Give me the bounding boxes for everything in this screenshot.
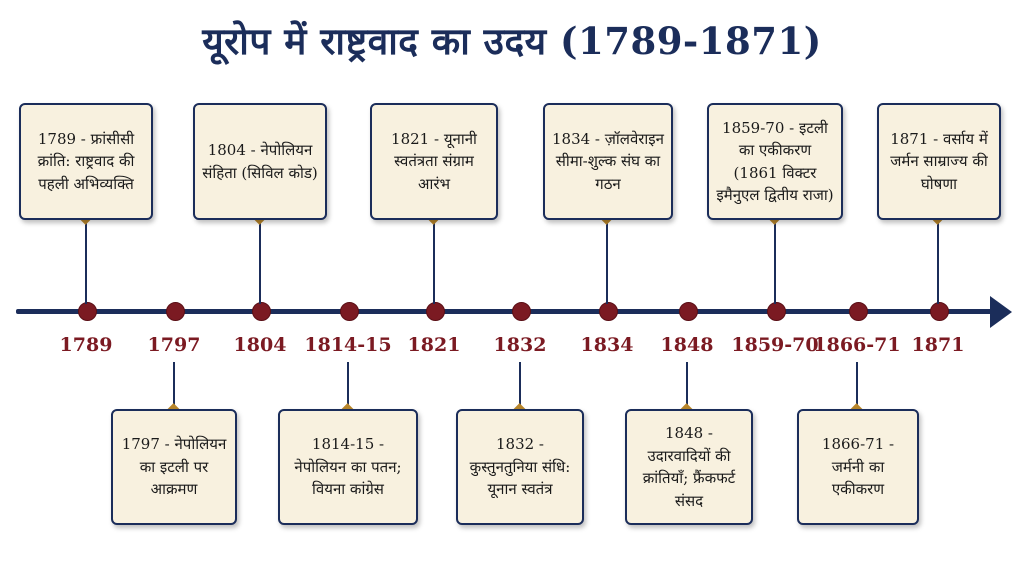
event-box-1832: 1832 - कुस्तुनतुनिया संधि: यूनान स्वतंत्… [456, 409, 584, 525]
event-box-1859-70: 1859-70 - इटली का एकीकरण (1861 विक्टर इम… [707, 103, 843, 220]
year-label-1789: 1789 [59, 334, 113, 356]
timeline-dot-1789 [77, 302, 97, 321]
year-label-1866-71: 1866-71 [813, 334, 901, 356]
event-box-1797: 1797 - नेपोलियन का इटली पर आक्रमण [111, 409, 237, 525]
timeline-axis [16, 309, 996, 314]
timeline-dot-1797 [165, 302, 185, 321]
timeline-dot-1821 [425, 302, 445, 321]
connector-top [774, 218, 776, 304]
year-label-1859-70: 1859-70 [731, 334, 819, 356]
connector-bottom [519, 362, 521, 410]
timeline-dot-1804 [251, 302, 271, 321]
year-label-1821: 1821 [407, 334, 461, 356]
timeline-dot-1866-71 [848, 302, 868, 321]
timeline-arrow-icon [990, 296, 1012, 328]
connector-top [433, 218, 435, 304]
year-label-1814-15: 1814-15 [304, 334, 392, 356]
event-box-1866-71: 1866-71 - जर्मनी का एकीकरण [797, 409, 919, 525]
event-box-1848: 1848 - उदारवादियों की क्रांतियाँ; फ्रैंक… [625, 409, 753, 525]
event-box-1814-15: 1814-15 - नेपोलियन का पतन; वियना कांग्रे… [278, 409, 418, 525]
year-label-1834: 1834 [580, 334, 634, 356]
event-box-1789: 1789 - फ्रांसीसी क्रांति: राष्ट्रवाद की … [19, 103, 153, 220]
timeline-dot-1848 [678, 302, 698, 321]
event-box-1804: 1804 - नेपोलियन संहिता (सिविल कोड) [193, 103, 327, 220]
year-label-1832: 1832 [493, 334, 547, 356]
event-box-1834: 1834 - ज़ॉलवेराइन सीमा-शुल्क संघ का गठन [543, 103, 673, 220]
connector-bottom [686, 362, 688, 410]
page-title: यूरोप में राष्ट्रवाद का उदय (1789-1871) [202, 19, 822, 63]
connector-top [937, 218, 939, 304]
event-box-1871: 1871 - वर्साय में जर्मन साम्राज्य की घोष… [877, 103, 1001, 220]
timeline-dot-1871 [929, 302, 949, 321]
timeline-dot-1814-15 [339, 302, 359, 321]
year-label-1804: 1804 [233, 334, 287, 356]
connector-top [85, 218, 87, 304]
connector-bottom [856, 362, 858, 410]
year-label-1848: 1848 [660, 334, 714, 356]
connector-top [606, 218, 608, 304]
year-label-1797: 1797 [147, 334, 201, 356]
connector-top [259, 218, 261, 304]
timeline-dot-1859-70 [766, 302, 786, 321]
event-box-1821: 1821 - यूनानी स्वतंत्रता संग्राम आरंभ [370, 103, 498, 220]
year-label-1871: 1871 [911, 334, 965, 356]
connector-bottom [347, 362, 349, 410]
timeline-dot-1832 [511, 302, 531, 321]
connector-bottom [173, 362, 175, 410]
timeline-dot-1834 [598, 302, 618, 321]
